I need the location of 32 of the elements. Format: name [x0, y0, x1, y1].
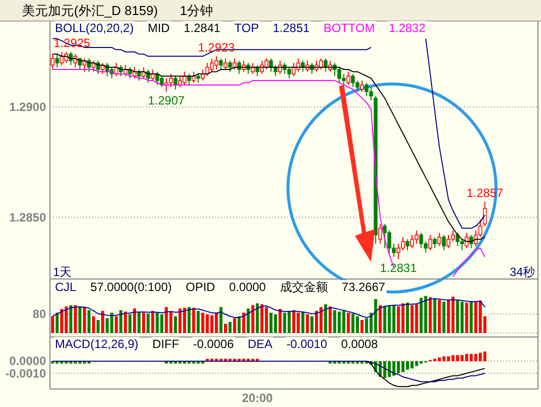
y-tick-label: 0.0000	[9, 354, 46, 368]
annotation: 1.2841	[184, 21, 221, 35]
text: 73.2667	[342, 280, 386, 294]
annotation: -0.0006	[193, 337, 234, 351]
chart-title: 美元加元(外汇_D 8159)	[22, 3, 158, 18]
x-tick-label: 20:00	[242, 391, 274, 405]
legend-title: BOLL(20,20,2)	[55, 21, 134, 35]
annotation: 1.2923	[198, 40, 236, 54]
text: 成交金额	[280, 280, 328, 294]
y-tick-label: 1.2850	[9, 210, 46, 224]
text: DIFF	[152, 337, 180, 351]
series-label: TOP	[234, 21, 259, 35]
annotation: 1.2832	[388, 21, 426, 35]
text: BOTTOM	[324, 21, 375, 35]
annotation: -0.0010	[286, 337, 328, 351]
legend-title: CJL	[55, 280, 77, 294]
text: OPID	[186, 280, 216, 294]
y-tick-label: 1.2900	[9, 100, 46, 114]
annotation: 1.2907	[148, 94, 186, 108]
chart-subtitle: 1分钟	[180, 3, 214, 18]
annotation: 1天	[53, 265, 72, 279]
y-tick-label: 80	[32, 307, 46, 322]
text: 0.0000	[229, 280, 266, 294]
text: 57.0000(0:100)	[90, 280, 172, 294]
y-tick-label: -0.0010	[5, 366, 46, 380]
text: 34秒	[510, 265, 535, 279]
series-label: DEA	[248, 337, 272, 351]
legend-title: MACD(12,26,9)	[55, 337, 138, 351]
annotation: 0.0008	[341, 337, 378, 351]
annotation: 1.2851	[272, 21, 310, 35]
annotation: 1.2831	[380, 261, 418, 276]
text: MID	[148, 21, 170, 35]
